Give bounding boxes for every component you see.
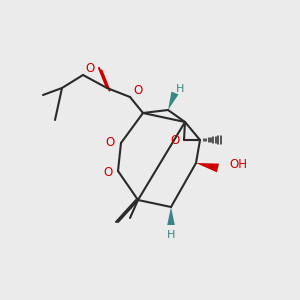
- Polygon shape: [167, 207, 175, 225]
- Text: OH: OH: [229, 158, 247, 172]
- Text: O: O: [103, 167, 112, 179]
- Text: O: O: [170, 134, 180, 148]
- Text: H: H: [167, 230, 175, 240]
- Text: O: O: [105, 136, 115, 148]
- Polygon shape: [196, 163, 219, 172]
- Text: O: O: [85, 62, 94, 76]
- Polygon shape: [168, 92, 178, 110]
- Text: H: H: [176, 84, 184, 94]
- Text: O: O: [134, 85, 142, 98]
